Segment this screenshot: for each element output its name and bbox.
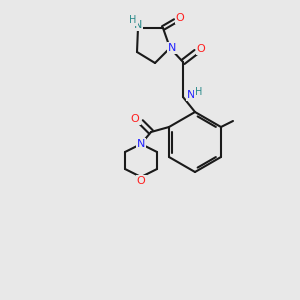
Text: H: H: [195, 87, 203, 97]
Text: O: O: [196, 44, 206, 54]
Text: N: N: [168, 43, 176, 53]
Text: O: O: [130, 114, 140, 124]
Text: O: O: [176, 13, 184, 23]
Text: H: H: [129, 15, 137, 25]
Text: N: N: [187, 90, 195, 100]
Text: N: N: [134, 20, 142, 30]
Text: O: O: [136, 176, 146, 186]
Text: N: N: [137, 139, 145, 149]
